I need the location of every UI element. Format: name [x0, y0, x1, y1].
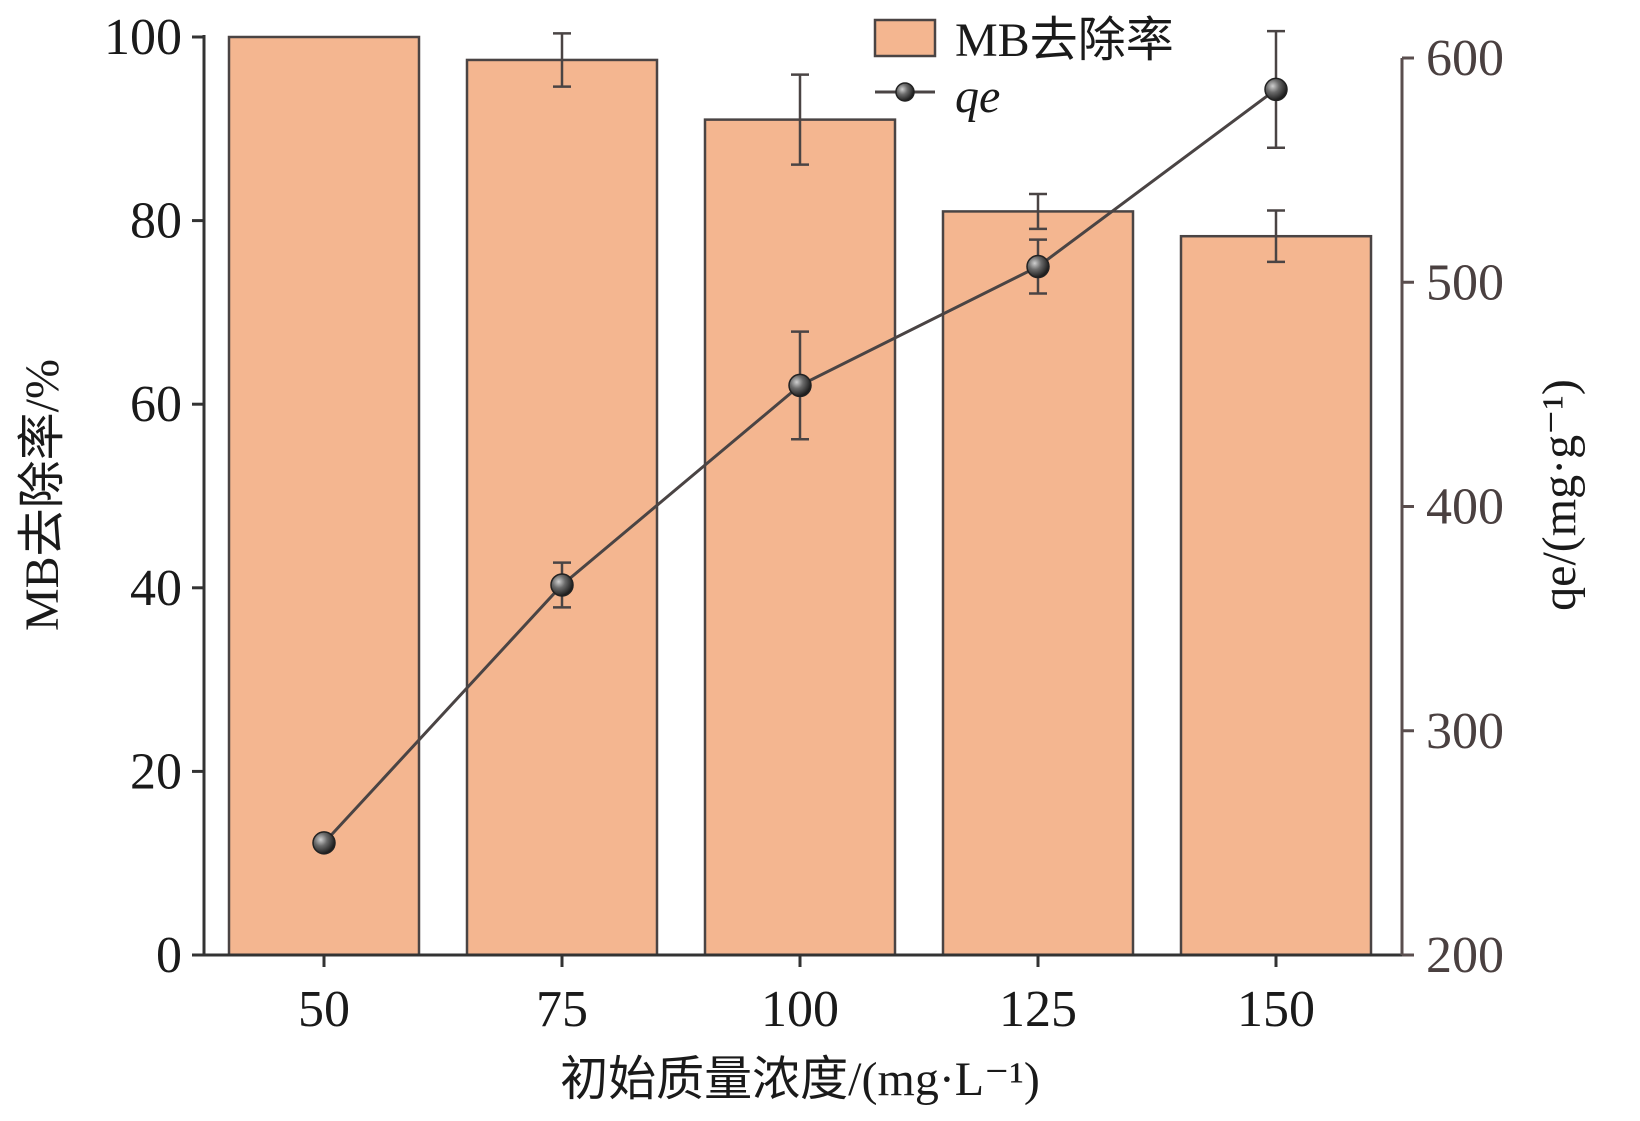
left-y-tick-label: 100: [104, 9, 182, 66]
bar-error-75: [553, 32, 571, 88]
left-y-tick-label: 40: [130, 560, 182, 617]
legend-bar-label: MB去除率: [955, 14, 1174, 67]
right-y-tick-label: 200: [1426, 927, 1504, 984]
bar-error-150: [1267, 209, 1285, 264]
tick-labels: 0 20 40 60 80 100 200 300 400 500 600 50 75 100 125 150: [104, 9, 1504, 1038]
left-y-tick-label: 80: [130, 193, 182, 250]
x-tick-label: 75: [536, 981, 588, 1038]
right-y-axis-title: qe/(mg·g⁻¹): [1533, 379, 1586, 611]
bar-error-bars: [553, 32, 1285, 264]
legend-bar-swatch: [873, 18, 937, 58]
x-tick-label: 150: [1237, 981, 1315, 1038]
bar-series: [227, 35, 1373, 957]
qe-point-50: [312, 831, 336, 855]
right-y-tick-label: 300: [1426, 703, 1504, 760]
bar-error-125: [1029, 192, 1047, 231]
bar-100: [703, 118, 897, 957]
x-tick-label: 50: [298, 981, 350, 1038]
line-series: [312, 29, 1288, 855]
tick-marks: [192, 35, 1414, 967]
bar-50: [227, 35, 421, 957]
left-y-tick-label: 60: [130, 376, 182, 433]
bar-error-100: [791, 73, 809, 166]
legend-line-marker: [895, 82, 915, 102]
bar-75: [465, 58, 659, 957]
x-axis-title: 初始质量浓度/(mg·L⁻¹): [560, 1053, 1040, 1106]
qe-point-75: [550, 573, 574, 597]
qe-point-150: [1264, 77, 1288, 102]
legend-line-label: qe: [955, 70, 1000, 123]
bar-125: [941, 210, 1135, 957]
left-y-tick-label: 0: [156, 927, 182, 984]
right-y-tick-label: 500: [1426, 254, 1504, 311]
right-y-tick-label: 600: [1426, 30, 1504, 87]
left-y-tick-label: 20: [130, 743, 182, 800]
right-y-tick-label: 400: [1426, 479, 1504, 536]
left-y-axis-title: MB去除率/%: [16, 359, 69, 631]
qe-point-100: [788, 373, 812, 398]
x-tick-label: 125: [999, 981, 1077, 1038]
qe-point-125: [1026, 254, 1050, 279]
legend: MB去除率 qe: [873, 14, 1174, 123]
bar-150: [1179, 234, 1373, 957]
x-tick-label: 100: [761, 981, 839, 1038]
